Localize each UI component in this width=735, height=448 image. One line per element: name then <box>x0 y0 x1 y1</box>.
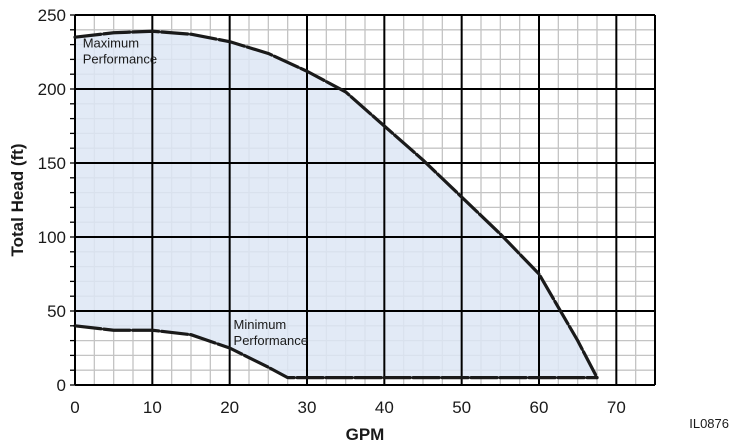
figure-code: IL0876 <box>689 416 729 431</box>
minimum-performance-curve <box>73 324 599 380</box>
x-tick-label: 0 <box>70 398 79 417</box>
y-tick-labels: 0 50 100 150 200 250 <box>38 6 66 395</box>
x-axis-title: GPM <box>346 425 385 444</box>
min-performance-annotation: Minimum Performance <box>234 317 308 348</box>
axis-ticks <box>70 14 75 386</box>
annotation-line: Performance <box>83 52 157 67</box>
annotation-line: Performance <box>234 333 308 348</box>
y-tick-label: 0 <box>57 376 66 395</box>
y-axis-title: Total Head (ft) <box>8 143 27 256</box>
x-tick-label: 30 <box>298 398 317 417</box>
maximum-performance-curve <box>73 29 599 380</box>
x-tick-labels: 0 10 20 30 40 50 60 70 <box>70 398 626 417</box>
y-tick-label: 250 <box>38 6 66 25</box>
y-tick-label: 100 <box>38 228 66 247</box>
x-tick-label: 60 <box>530 398 549 417</box>
max-performance-annotation: Maximum Performance <box>83 36 157 67</box>
performance-band <box>75 31 597 378</box>
y-tick-label: 150 <box>38 154 66 173</box>
y-tick-label: 50 <box>47 302 66 321</box>
x-tick-label: 70 <box>607 398 626 417</box>
x-tick-label: 40 <box>375 398 394 417</box>
annotation-line: Minimum <box>234 317 287 332</box>
x-tick-label: 20 <box>220 398 239 417</box>
y-tick-label: 200 <box>38 80 66 99</box>
x-tick-label: 10 <box>143 398 162 417</box>
x-tick-label: 50 <box>452 398 471 417</box>
major-grid <box>74 14 656 386</box>
annotation-line: Maximum <box>83 36 139 51</box>
